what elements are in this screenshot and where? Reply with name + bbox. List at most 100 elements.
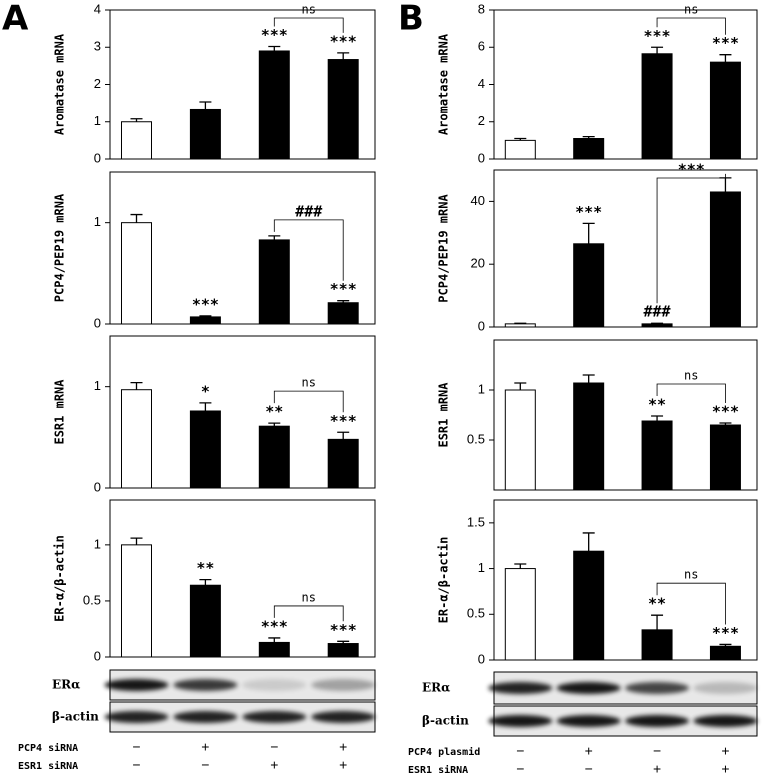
bracket xyxy=(656,582,726,625)
error-bar xyxy=(514,563,527,569)
significance-label: * xyxy=(201,382,210,400)
significance-label: *** xyxy=(712,403,739,421)
condition-label: ESR1 siRNA xyxy=(18,760,78,772)
condition-sign: + xyxy=(585,743,593,759)
significance-label: ** xyxy=(648,396,666,414)
condition-label: PCP4 plasmid xyxy=(408,746,480,758)
y-tick-label: 1 xyxy=(94,536,101,551)
error-bar xyxy=(337,300,350,303)
significance-label: *** xyxy=(644,27,671,45)
bar xyxy=(258,641,290,658)
bracket xyxy=(273,17,344,33)
y-tick-label: 6 xyxy=(478,39,485,54)
blot-label: β-actin xyxy=(52,710,99,724)
y-axis-label: ESR1 mRNA xyxy=(437,382,451,448)
significance-label: *** xyxy=(712,624,739,642)
bar xyxy=(573,243,605,328)
blot-band xyxy=(104,711,169,723)
condition-sign: − xyxy=(132,757,140,773)
y-tick-label: 0.5 xyxy=(467,431,485,446)
condition-sign: + xyxy=(201,739,209,755)
bracket-label: ns xyxy=(302,376,316,390)
error-bar xyxy=(651,46,664,54)
bar xyxy=(258,239,290,325)
y-tick-label: 4 xyxy=(478,76,485,91)
plot-frame xyxy=(493,169,758,328)
error-bar xyxy=(337,640,350,644)
plot-frame xyxy=(109,335,376,489)
condition-sign: − xyxy=(132,739,140,755)
y-axis-label: Aromatase mRNA xyxy=(437,33,451,135)
error-bar xyxy=(130,213,143,223)
y-tick-label: 0.5 xyxy=(467,606,485,621)
error-bar xyxy=(268,422,281,427)
error-bar xyxy=(651,614,664,630)
bar xyxy=(327,643,359,658)
condition-sign: + xyxy=(721,761,729,777)
bracket xyxy=(656,383,726,403)
bar xyxy=(121,544,152,658)
blot-band xyxy=(311,679,376,691)
bracket-label: ns xyxy=(302,590,316,604)
blot-band xyxy=(556,715,621,727)
condition-sign: − xyxy=(653,743,661,759)
plot-frame xyxy=(109,171,376,325)
error-bar xyxy=(199,101,212,110)
blot-label: β-actin xyxy=(422,714,469,728)
condition-sign: + xyxy=(270,757,278,773)
blot-band xyxy=(173,679,238,691)
y-tick-label: 8 xyxy=(478,1,485,16)
y-tick-label: 40 xyxy=(471,193,485,208)
error-bar xyxy=(268,45,281,51)
y-tick-label: 3 xyxy=(94,39,101,54)
condition-sign: − xyxy=(516,743,524,759)
bracket-label: *** xyxy=(678,161,705,179)
error-bar xyxy=(719,177,732,192)
condition-sign: − xyxy=(201,757,209,773)
panel-letter: A xyxy=(2,0,29,39)
error-bar xyxy=(199,315,212,317)
error-bar xyxy=(514,322,527,324)
error-bar xyxy=(130,118,143,122)
error-bar xyxy=(514,137,527,141)
condition-sign: + xyxy=(339,757,347,773)
bar xyxy=(504,323,536,328)
error-bar xyxy=(582,136,595,139)
bar xyxy=(504,139,536,160)
blot-band xyxy=(556,682,621,694)
bracket-label: ns xyxy=(684,568,698,582)
error-bar xyxy=(719,54,732,63)
bracket xyxy=(273,605,344,622)
y-axis-label: ER-α/β-actin xyxy=(437,537,451,624)
blot-band xyxy=(242,711,307,723)
blot-label: ERα xyxy=(422,681,450,695)
bar xyxy=(121,121,152,160)
bar xyxy=(641,420,673,491)
y-tick-label: 0 xyxy=(478,651,485,666)
error-bar xyxy=(582,532,595,552)
bar xyxy=(709,191,741,328)
blot-band xyxy=(693,715,758,727)
significance-label: *** xyxy=(330,32,357,50)
condition-sign: − xyxy=(585,761,593,777)
significance-label: *** xyxy=(330,621,357,639)
y-tick-label: 1.5 xyxy=(467,514,485,529)
condition-sign: + xyxy=(721,743,729,759)
y-tick-label: 0 xyxy=(94,648,101,663)
y-tick-label: 1 xyxy=(94,113,101,128)
y-tick-label: 4 xyxy=(94,1,101,16)
y-tick-label: 0 xyxy=(94,150,101,165)
y-axis-label: ESR1 mRNA xyxy=(53,379,67,445)
y-tick-label: 0 xyxy=(478,318,485,333)
bar xyxy=(504,568,536,661)
bar xyxy=(504,389,536,491)
y-axis-label: PCP4/PEP19 mRNA xyxy=(53,193,67,302)
bar xyxy=(189,584,221,658)
bar xyxy=(189,316,221,325)
error-bar xyxy=(582,374,595,383)
y-axis-label: Aromatase mRNA xyxy=(53,33,67,135)
significance-label: ** xyxy=(648,595,666,613)
blot-band xyxy=(173,711,238,723)
error-bar xyxy=(651,322,664,324)
y-tick-label: 0 xyxy=(94,479,101,494)
